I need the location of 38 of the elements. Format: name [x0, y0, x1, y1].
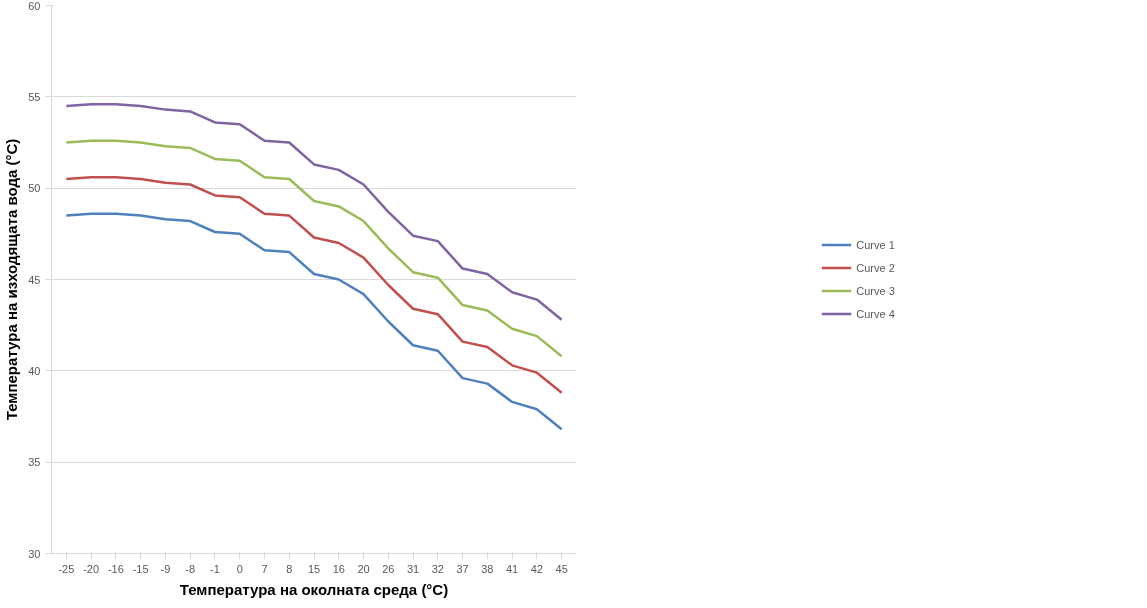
x-tick-label: -1 [210, 562, 220, 575]
x-tick-label: 38 [481, 562, 494, 575]
x-tick-label: 16 [332, 562, 345, 575]
x-tick-label: 20 [357, 562, 370, 575]
legend-label: Curve 3 [856, 284, 895, 297]
x-tick-label: -16 [107, 562, 124, 575]
x-tick-label: 41 [506, 562, 519, 575]
y-tick-label: 35 [28, 456, 41, 469]
y-tick-label: 60 [28, 0, 41, 12]
legend-label: Curve 4 [856, 307, 895, 320]
y-tick-label: 40 [28, 364, 41, 377]
x-axis-title: Температура на околната среда (°C) [179, 580, 449, 598]
y-tick-label: 50 [28, 182, 41, 195]
legend-label: Curve 2 [856, 261, 895, 274]
x-tick-label: 8 [286, 562, 293, 575]
y-tick-label: 55 [28, 90, 41, 103]
x-tick-label: 31 [406, 562, 420, 575]
x-tick-label: -25 [58, 562, 75, 575]
line-series [65, 139, 563, 358]
x-tick-label: -20 [83, 562, 100, 575]
line-series [65, 175, 563, 394]
line-series [65, 102, 563, 321]
y-axis-title: Температура на изходящата вода (°C) [3, 138, 21, 421]
x-tick-label: 7 [261, 562, 268, 575]
x-tick-label: 45 [555, 562, 568, 575]
x-tick-label: -15 [132, 562, 149, 575]
line-series [65, 212, 563, 431]
x-tick-label: 32 [431, 562, 444, 575]
legend-label: Curve 1 [856, 238, 895, 251]
x-tick-label: 37 [456, 562, 469, 575]
x-tick-label: 0 [236, 562, 243, 575]
y-tick-label: 30 [28, 547, 41, 560]
x-tick-label: -8 [185, 562, 196, 575]
y-tick-label: 45 [28, 273, 41, 286]
x-tick-label: -9 [160, 562, 171, 575]
x-tick-label: 42 [530, 562, 544, 575]
x-tick-label: 15 [307, 562, 321, 575]
x-tick-label: 26 [382, 562, 395, 575]
